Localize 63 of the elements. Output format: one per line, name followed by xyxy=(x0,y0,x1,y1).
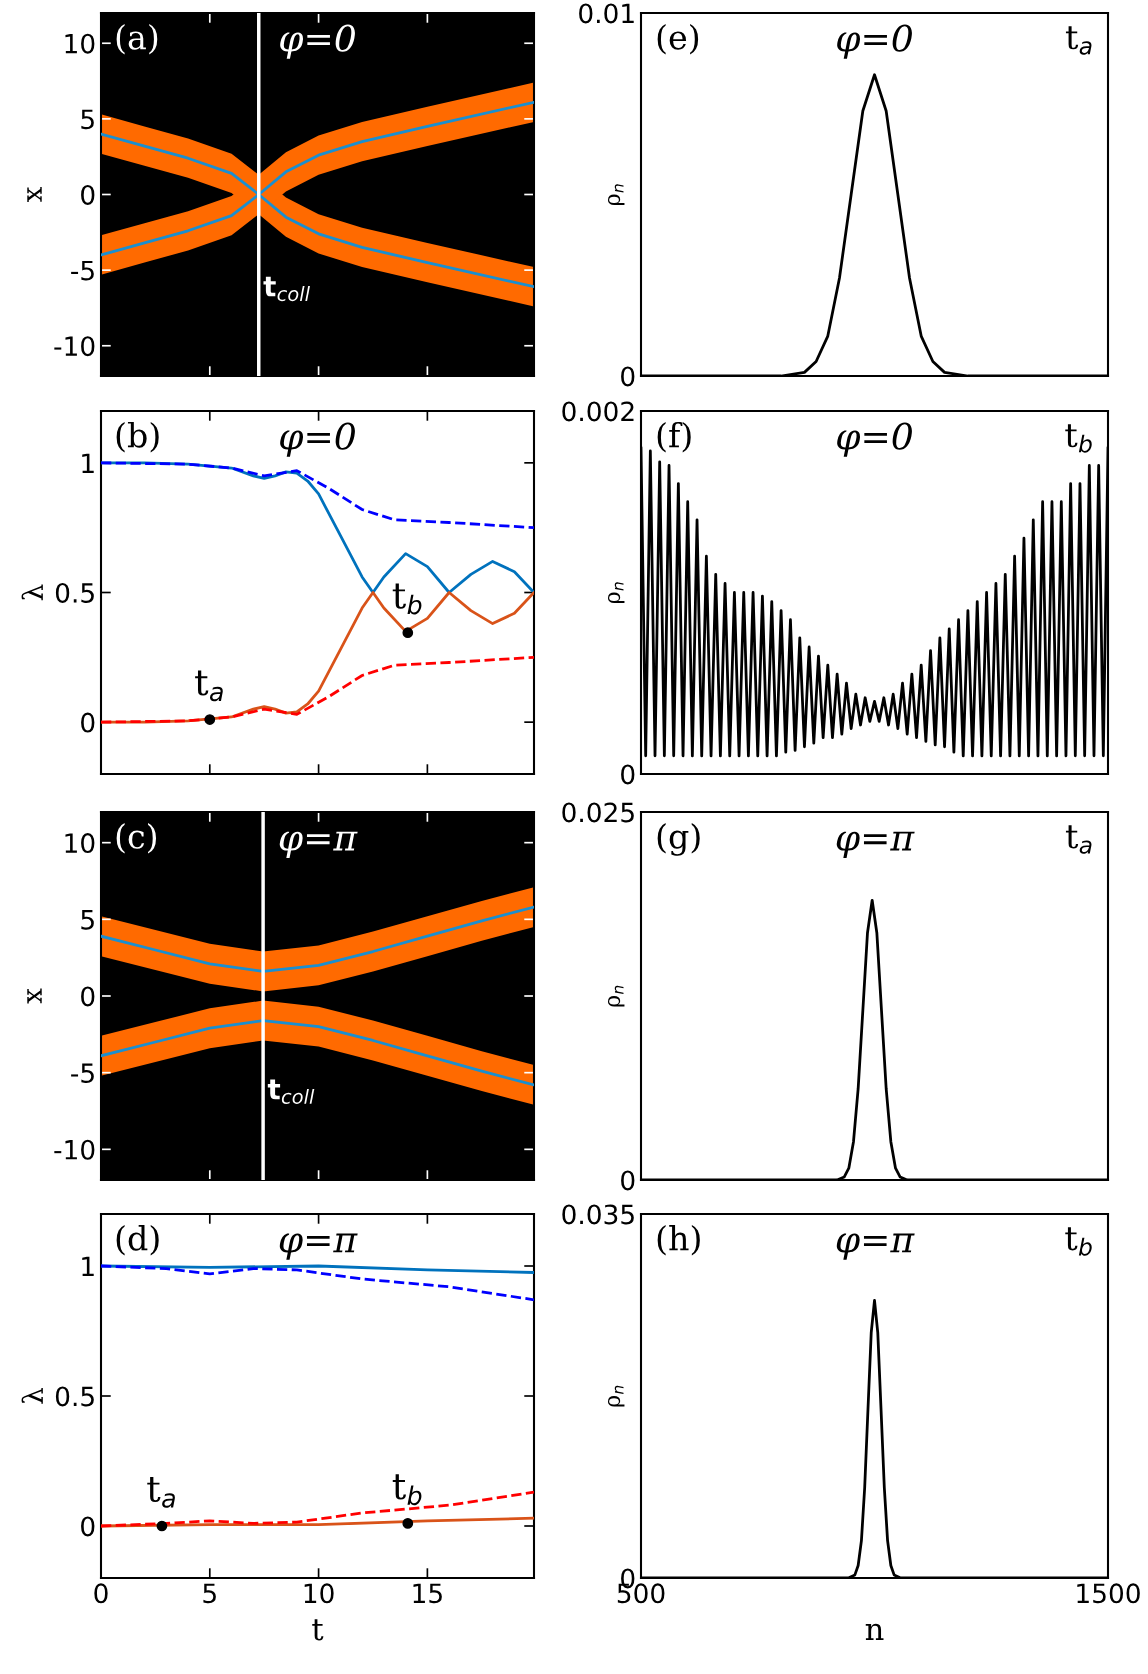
y-tick-label: -5 xyxy=(71,1063,94,1084)
y-tick-label: 0.5 xyxy=(55,582,94,603)
ref-line-label: t$_{coll}$ xyxy=(263,276,310,302)
x-tick-label: 5 xyxy=(203,1583,216,1604)
annotation: t$_{a}$ xyxy=(147,1476,175,1508)
y-axis-title: x xyxy=(27,988,42,1004)
y-tick-label: 0.025 xyxy=(562,802,634,823)
y-tick-label: 0.5 xyxy=(55,1386,94,1407)
chart-title: φ=0 xyxy=(280,422,355,457)
annotation: (c) xyxy=(116,823,157,854)
chart-title: φ=π xyxy=(836,831,915,858)
chart-title: φ=0 xyxy=(837,24,912,59)
x-tick-label: 10 xyxy=(304,1583,334,1604)
annotation: (h) xyxy=(657,1224,700,1256)
y-axis-title: ρ$_{n}$ xyxy=(607,184,625,205)
y-tick-label: 0 xyxy=(81,184,95,205)
x-axis-title: n xyxy=(865,1623,884,1640)
ref-line-label: t$_{coll}$ xyxy=(267,1079,315,1104)
y-tick-label: 0 xyxy=(81,712,95,733)
y-axis-title: ρ$_{n}$ xyxy=(607,985,625,1007)
annotation: t$_{b}$ xyxy=(392,1474,422,1506)
y-tick-label: 1 xyxy=(82,1256,94,1277)
y-axis-title: λ xyxy=(21,1387,43,1404)
annotation: t$_{b}$ xyxy=(1065,1227,1092,1256)
y-axis-title: λ xyxy=(21,584,43,601)
annotation: t$_{a}$ xyxy=(195,670,223,702)
x-tick-label: 15 xyxy=(413,1583,442,1604)
annotation: (e) xyxy=(657,23,699,55)
chart-title: φ=π xyxy=(279,831,358,858)
y-tick-label: 1 xyxy=(82,453,94,473)
y-axis-title: x xyxy=(27,187,42,202)
x-axis-title: t xyxy=(312,1619,324,1641)
y-tick-label: 10 xyxy=(65,833,95,854)
annotation: (f) xyxy=(657,421,691,453)
y-tick-label: 0.01 xyxy=(579,3,634,24)
chart-title: φ=π xyxy=(279,1233,358,1260)
annotation: t$_{a}$ xyxy=(1065,825,1092,854)
annotation: t$_{b}$ xyxy=(1065,424,1092,453)
chart-title: φ=0 xyxy=(837,422,912,457)
y-tick-label: 0 xyxy=(621,764,635,785)
y-tick-label: 0 xyxy=(621,1170,635,1191)
y-tick-label: 0.035 xyxy=(562,1204,634,1225)
y-axis-title: ρ$_{n}$ xyxy=(607,582,625,603)
chart-title: φ=π xyxy=(836,1233,915,1260)
y-tick-label: 0.002 xyxy=(562,401,634,422)
y-tick-label: 10 xyxy=(65,33,95,54)
chart-title: φ=0 xyxy=(280,24,355,59)
annotation: t$_{a}$ xyxy=(1065,26,1092,55)
y-tick-label: 5 xyxy=(81,109,94,130)
annotation: (g) xyxy=(657,823,700,856)
annotation: (b) xyxy=(116,421,159,453)
y-tick-label: -10 xyxy=(54,1139,95,1160)
y-axis-title: ρ$_{n}$ xyxy=(607,1385,625,1407)
y-tick-label: 5 xyxy=(81,910,94,930)
y-tick-label: -10 xyxy=(54,336,95,357)
y-tick-label: 0 xyxy=(81,986,95,1007)
annotation: (a) xyxy=(116,23,158,55)
annotation: (d) xyxy=(116,1224,159,1256)
x-tick-label: 1500 xyxy=(1077,1583,1140,1604)
y-tick-label: -5 xyxy=(71,260,94,281)
y-tick-label: 0 xyxy=(621,366,635,387)
annotation: t$_{b}$ xyxy=(392,583,422,615)
y-tick-label: 0 xyxy=(81,1516,95,1537)
